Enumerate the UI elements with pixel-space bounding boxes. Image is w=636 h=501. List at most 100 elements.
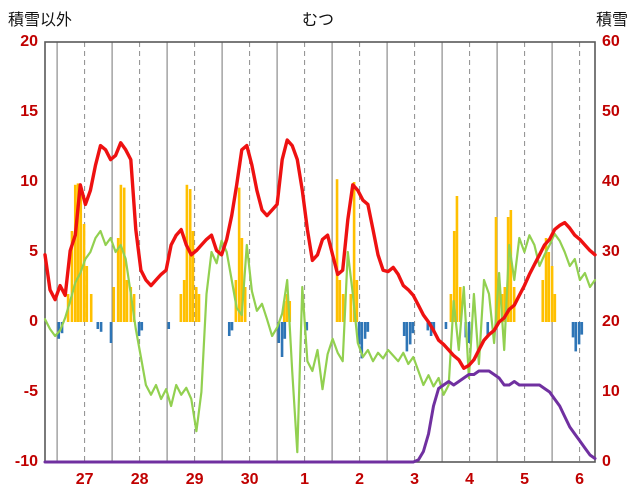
- negative-bars: [405, 322, 409, 352]
- precip-bars: [494, 217, 498, 322]
- precip-bars: [243, 287, 247, 322]
- precip-bars: [341, 294, 345, 322]
- negative-bars: [283, 322, 287, 339]
- negative-bars: [574, 322, 578, 352]
- right-axis-tick-label: 60: [602, 33, 620, 50]
- chart-title: むつ: [301, 12, 334, 29]
- x-tick-label: 1: [300, 471, 309, 488]
- negative-bars: [486, 322, 490, 336]
- precip-bars: [112, 287, 116, 322]
- precip-bars: [541, 280, 545, 322]
- negative-bars: [408, 322, 412, 345]
- negative-bars: [277, 322, 281, 343]
- right-axis-tick-label: 0: [602, 453, 611, 470]
- negative-bars: [580, 322, 584, 335]
- right-axis-tick-label: 30: [602, 243, 620, 260]
- precip-bars: [119, 184, 123, 322]
- x-tick-label: 4: [465, 471, 474, 488]
- precip-bars: [550, 266, 554, 322]
- left-axis-tick-label: 5: [29, 243, 38, 260]
- precip-bars: [455, 196, 459, 322]
- precip-bars: [458, 287, 462, 322]
- negative-bars: [363, 322, 367, 339]
- negative-bars: [227, 322, 231, 336]
- precip-bars: [335, 179, 339, 322]
- left-axis-tick-label: 10: [20, 173, 38, 190]
- precip-bars: [349, 294, 353, 322]
- negative-bars: [426, 322, 430, 331]
- left-axis-title: 積雪以外: [8, 12, 73, 29]
- left-axis-tick-label: -5: [24, 383, 38, 400]
- precip-bars: [179, 294, 183, 322]
- x-tick-label: 27: [76, 471, 94, 488]
- precip-bars: [125, 280, 129, 322]
- right-axis-tick-label: 10: [602, 383, 620, 400]
- precip-bars: [553, 294, 557, 322]
- negative-bars: [96, 322, 100, 329]
- right-axis-tick-label: 40: [602, 173, 620, 190]
- negative-bars: [140, 322, 144, 331]
- precip-bars: [509, 210, 513, 322]
- negative-bars: [366, 322, 370, 332]
- negative-bars: [411, 322, 415, 334]
- precip-bars: [497, 280, 501, 322]
- precip-bars: [352, 182, 356, 322]
- left-axis-tick-label: 15: [20, 103, 38, 120]
- precip-bars: [452, 231, 456, 322]
- negative-bars: [467, 322, 471, 343]
- temperature-line: [43, 138, 597, 370]
- snow-depth-line: [43, 369, 597, 464]
- precip-bars: [240, 238, 244, 322]
- precip-bars: [76, 183, 80, 322]
- precip-bars: [338, 280, 342, 322]
- negative-bars: [109, 322, 113, 343]
- right-axis-tick-label: 20: [602, 313, 620, 330]
- negative-bars: [571, 322, 575, 338]
- precip-bars: [82, 224, 86, 322]
- precip-bars: [449, 294, 453, 322]
- precip-bars: [116, 238, 120, 322]
- precip-bars: [132, 294, 136, 322]
- precip-bars: [355, 280, 359, 322]
- x-tick-label: 29: [186, 471, 204, 488]
- precip-bars: [197, 294, 201, 322]
- x-tick-label: 6: [575, 471, 584, 488]
- x-tick-label: 30: [241, 471, 259, 488]
- precip-bars: [282, 301, 286, 322]
- precip-bars: [503, 287, 507, 322]
- left-axis-tick-label: 0: [29, 313, 38, 330]
- negative-bars: [167, 322, 171, 329]
- precip-bars: [185, 184, 189, 322]
- precip-bars: [182, 280, 186, 322]
- left-axis-tick-label: -10: [15, 453, 38, 470]
- negative-bars: [577, 322, 581, 345]
- precip-bars: [194, 287, 198, 322]
- x-tick-label: 3: [410, 471, 419, 488]
- precip-bars: [79, 189, 83, 322]
- negative-bars: [432, 322, 436, 331]
- precip-bars: [191, 231, 195, 322]
- precip-bars: [285, 294, 289, 322]
- left-axis-tick-label: 20: [20, 33, 38, 50]
- negative-bars: [280, 322, 284, 357]
- x-tick-label: 2: [355, 471, 364, 488]
- negative-bars: [137, 322, 141, 336]
- negative-bars: [360, 322, 364, 359]
- precip-bars: [129, 287, 133, 322]
- precip-bars: [70, 231, 74, 322]
- precip-bars: [547, 252, 551, 322]
- precip-bars: [85, 266, 89, 322]
- precip-bars: [73, 184, 77, 322]
- x-tick-label: 28: [131, 471, 149, 488]
- green-line-line: [43, 229, 597, 454]
- negative-bars: [230, 322, 234, 331]
- negative-bars: [305, 322, 309, 331]
- right-axis-title: 積雪: [595, 12, 628, 29]
- precip-bars: [237, 187, 241, 322]
- negative-bars: [402, 322, 406, 336]
- negative-bars: [357, 322, 361, 345]
- right-axis-tick-label: 50: [602, 103, 620, 120]
- negative-bars: [99, 322, 103, 332]
